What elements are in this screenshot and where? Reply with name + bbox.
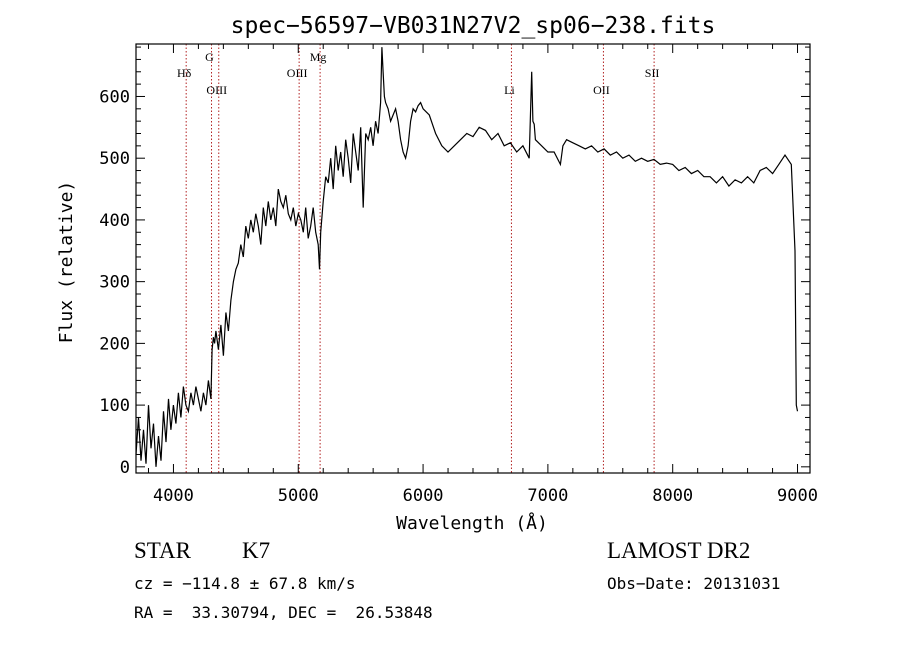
emission-line-label: Mg [310,50,327,64]
x-tick-label: 4000 [153,486,194,506]
emission-line-label: Hδ [177,66,192,80]
flux-series-line [135,47,799,467]
x-tick-label: 7000 [527,486,568,506]
y-tick-label: 400 [99,211,130,231]
plot-frame [135,43,811,474]
redshift-cz: cz = −114.8 ± 67.8 km/s [134,574,356,593]
emission-line-label: OIII [287,66,308,80]
x-axis-label: Wavelength (Å) [396,512,548,534]
coordinates: RA = 33.30794, DEC = 26.53848 [134,603,433,622]
y-tick-label: 300 [99,273,130,293]
y-axis-label: Flux (relative) [56,181,77,344]
object-subclass: K7 [242,538,271,563]
emission-line-label: OIII [206,83,227,97]
emission-line-label: G [205,50,214,64]
object-class: STAR [134,538,191,563]
y-tick-label: 600 [99,87,130,107]
emission-line-label: SII [645,66,660,80]
y-tick-label: 0 [120,458,130,478]
observation-date: Obs−Date: 20131031 [607,574,781,593]
chart-title: spec−56597−VB031N27V2_sp06−238.fits [231,13,716,39]
x-axis-ticks: 4000 5000 6000 7000 8000 9000 [147,44,818,506]
x-tick-label: 9000 [777,486,818,506]
x-tick-label: 6000 [403,486,444,506]
emission-line-label: OII [593,83,610,97]
y-tick-label: 500 [99,149,130,169]
y-tick-label: 200 [99,334,130,354]
y-axis-ticks: 0 100 200 300 400 500 600 [99,46,810,478]
emission-line-markers [185,44,655,473]
y-tick-label: 100 [99,396,130,416]
x-tick-label: 5000 [278,486,319,506]
emission-line-label: Li [504,83,515,97]
x-tick-label: 8000 [652,486,693,506]
survey-name: LAMOST DR2 [607,538,751,563]
